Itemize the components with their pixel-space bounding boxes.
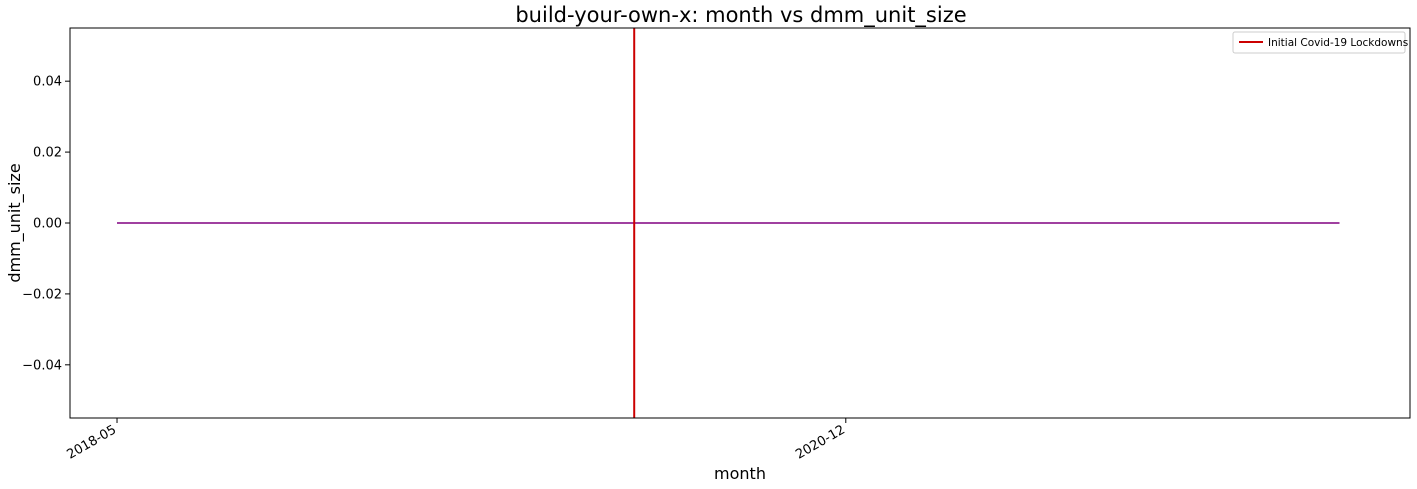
- y-tick-label: 0.00: [33, 217, 62, 232]
- y-tick-label: 0.04: [33, 75, 62, 90]
- legend-entry-lockdowns: Initial Covid-19 Lockdowns: [1268, 37, 1408, 49]
- y-tick-label: −0.02: [22, 287, 62, 302]
- y-tick-label: 0.02: [33, 146, 62, 161]
- plot-frame: [69, 27, 1411, 419]
- chart-title: build-your-own-x: month vs dmm_unit_size: [515, 3, 966, 28]
- y-axis: 0.04 0.02 0.00 −0.02 −0.04: [22, 75, 70, 373]
- y-axis-label: dmm_unit_size: [5, 163, 25, 282]
- x-axis-label: month: [714, 464, 766, 483]
- legend: Initial Covid-19 Lockdowns: [1232, 31, 1408, 54]
- y-tick-label: −0.04: [22, 358, 62, 373]
- plot-area: [117, 28, 1340, 418]
- legend-box: [1232, 31, 1406, 54]
